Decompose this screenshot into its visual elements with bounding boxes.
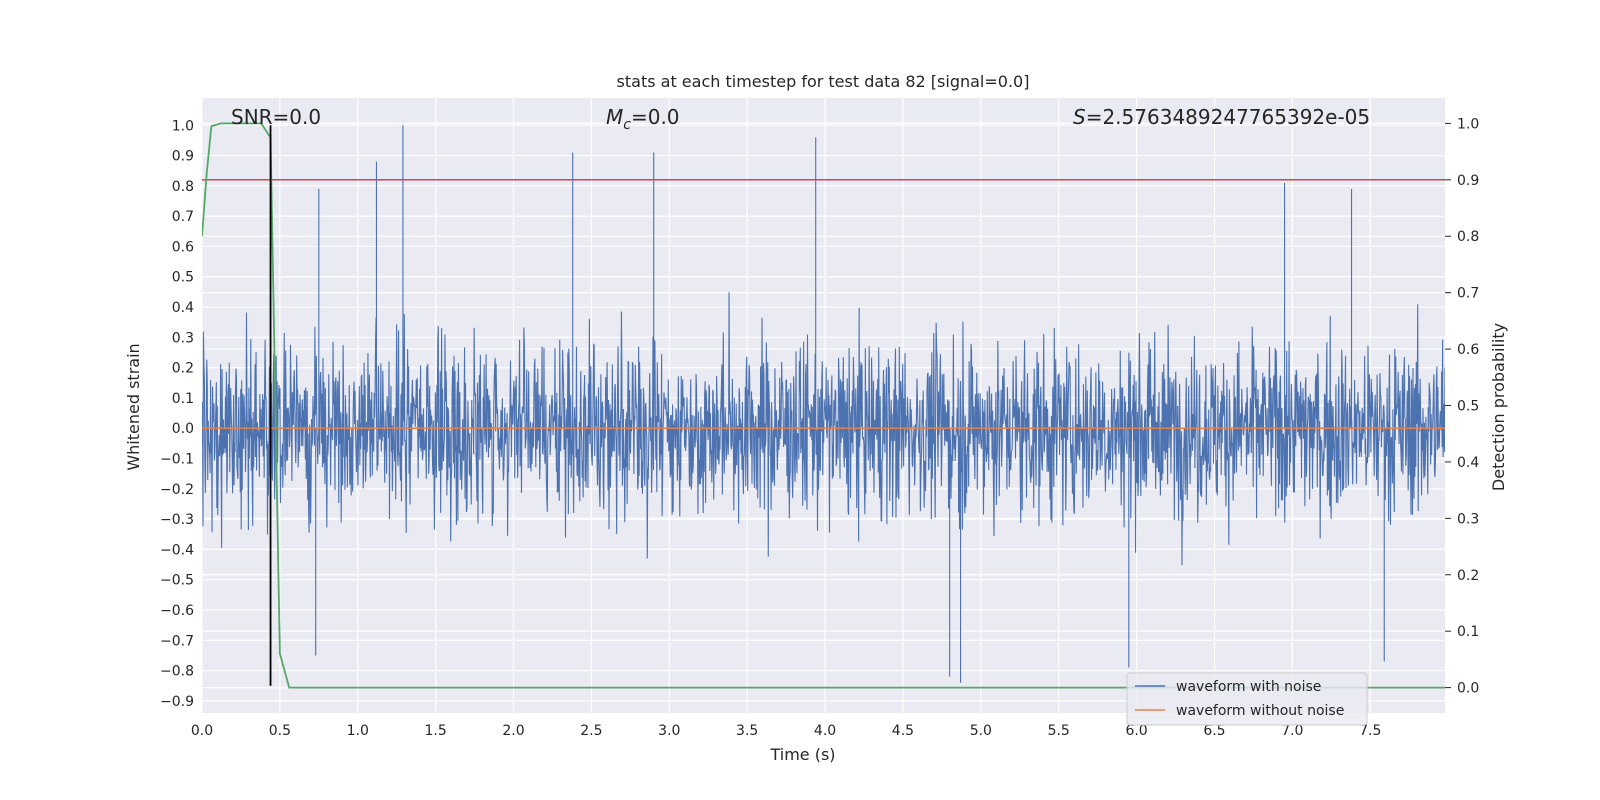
chirp-mass-symbol: M — [606, 105, 623, 129]
x-tick-label: 3.0 — [658, 723, 680, 739]
legend-label-with-noise: waveform with noise — [1176, 679, 1321, 695]
y2-tick-label: 0.8 — [1457, 229, 1479, 245]
y2-tick-label: 0.3 — [1457, 511, 1479, 527]
chirp-mass-subscript: c — [623, 117, 631, 133]
x-tick-label: 2.5 — [580, 723, 602, 739]
x-tick-label: 4.5 — [892, 723, 914, 739]
x-tick-label: 5.0 — [970, 723, 992, 739]
legend-box — [1126, 672, 1368, 726]
y-tick-label: 0.3 — [172, 330, 194, 346]
y2-tick-label: 0.6 — [1457, 342, 1479, 358]
y-tick-label: 0.1 — [172, 391, 194, 407]
legend-label-without-noise: waveform without noise — [1176, 703, 1344, 719]
y-tick-label: 0.0 — [172, 421, 194, 437]
noise-trace — [202, 125, 1445, 683]
x-axis-label: Time (s) — [769, 745, 835, 764]
x-tick-label: 2.0 — [502, 723, 524, 739]
chirp-mass-annotation: Mc=0.0 — [606, 105, 680, 133]
y2-axis-ticks: 1.0 0.9 0.8 0.7 0.6 0.5 0.4 0.3 0.2 0.1 0.0 — [1445, 116, 1479, 697]
chart-title: stats at each timestep for test data 82 … — [617, 72, 1030, 91]
y2-tick-label: 0.7 — [1457, 286, 1479, 302]
snr-annotation: SNR=0.0 — [231, 105, 321, 129]
y2-tick-label: 0.4 — [1457, 455, 1479, 471]
s-value: =2.5763489247765392e-05 — [1086, 105, 1370, 129]
s-annotation: S=2.5763489247765392e-05 — [1073, 105, 1370, 129]
y2-axis-label: Detection probability — [1489, 323, 1508, 491]
y-tick-label: 0.2 — [172, 361, 194, 377]
y-tick-label: 0.9 — [172, 149, 194, 165]
y-tick-label: 0.5 — [172, 270, 194, 286]
x-tick-label: 1.0 — [347, 723, 369, 739]
y-tick-label: −0.9 — [160, 694, 194, 710]
y-tick-label: 0.8 — [172, 179, 194, 195]
x-tick-label: 0.5 — [269, 723, 291, 739]
x-tick-label: 3.5 — [736, 723, 758, 739]
x-tick-label: 7.5 — [1359, 723, 1381, 739]
x-tick-label: 0.0 — [191, 723, 213, 739]
x-tick-label: 7.0 — [1281, 723, 1303, 739]
y2-tick-label: 0.1 — [1457, 624, 1479, 640]
y-tick-label: 0.7 — [172, 209, 194, 225]
x-tick-label: 1.5 — [425, 723, 447, 739]
y-tick-label: −0.3 — [160, 512, 194, 528]
y2-tick-label: 0.5 — [1457, 399, 1479, 415]
legend: waveform with noise waveform without noi… — [1126, 672, 1368, 726]
y2-tick-label: 0.0 — [1457, 681, 1479, 697]
y-axis-label: Whitened strain — [124, 343, 143, 470]
y-tick-label: −0.2 — [160, 482, 194, 498]
y2-tick-label: 0.2 — [1457, 568, 1479, 584]
y-tick-label: 1.0 — [172, 118, 194, 134]
series-detection-probability — [202, 122, 1445, 689]
x-axis-ticks: 0.0 0.5 1.0 1.5 2.0 2.5 3.0 3.5 4.0 4.5 5.0 5.5 6.0 6… — [191, 723, 1381, 739]
y-tick-label: 0.6 — [172, 239, 194, 255]
s-symbol: S — [1073, 105, 1086, 129]
y-tick-label: −0.1 — [160, 452, 194, 468]
series-waveform-with-noise — [202, 125, 1445, 683]
y2-tick-label: 0.9 — [1457, 173, 1479, 189]
y-axis-ticks: 1.0 0.9 0.8 0.7 0.6 0.5 0.4 0.3 0.2 0.1 0.0 −0.1 −0.… — [160, 118, 194, 710]
y-tick-label: 0.4 — [172, 300, 194, 316]
x-tick-label: 4.0 — [814, 723, 836, 739]
y-tick-label: −0.5 — [160, 573, 194, 589]
y-tick-label: −0.4 — [160, 542, 194, 558]
y-tick-label: −0.8 — [160, 664, 194, 680]
y2-tick-label: 1.0 — [1457, 116, 1479, 132]
x-tick-label: 6.5 — [1203, 723, 1225, 739]
x-tick-label: 5.5 — [1048, 723, 1070, 739]
chirp-mass-value: =0.0 — [631, 105, 680, 129]
x-tick-label: 6.0 — [1125, 723, 1147, 739]
y-tick-label: −0.6 — [160, 603, 194, 619]
y-tick-label: −0.7 — [160, 633, 194, 649]
